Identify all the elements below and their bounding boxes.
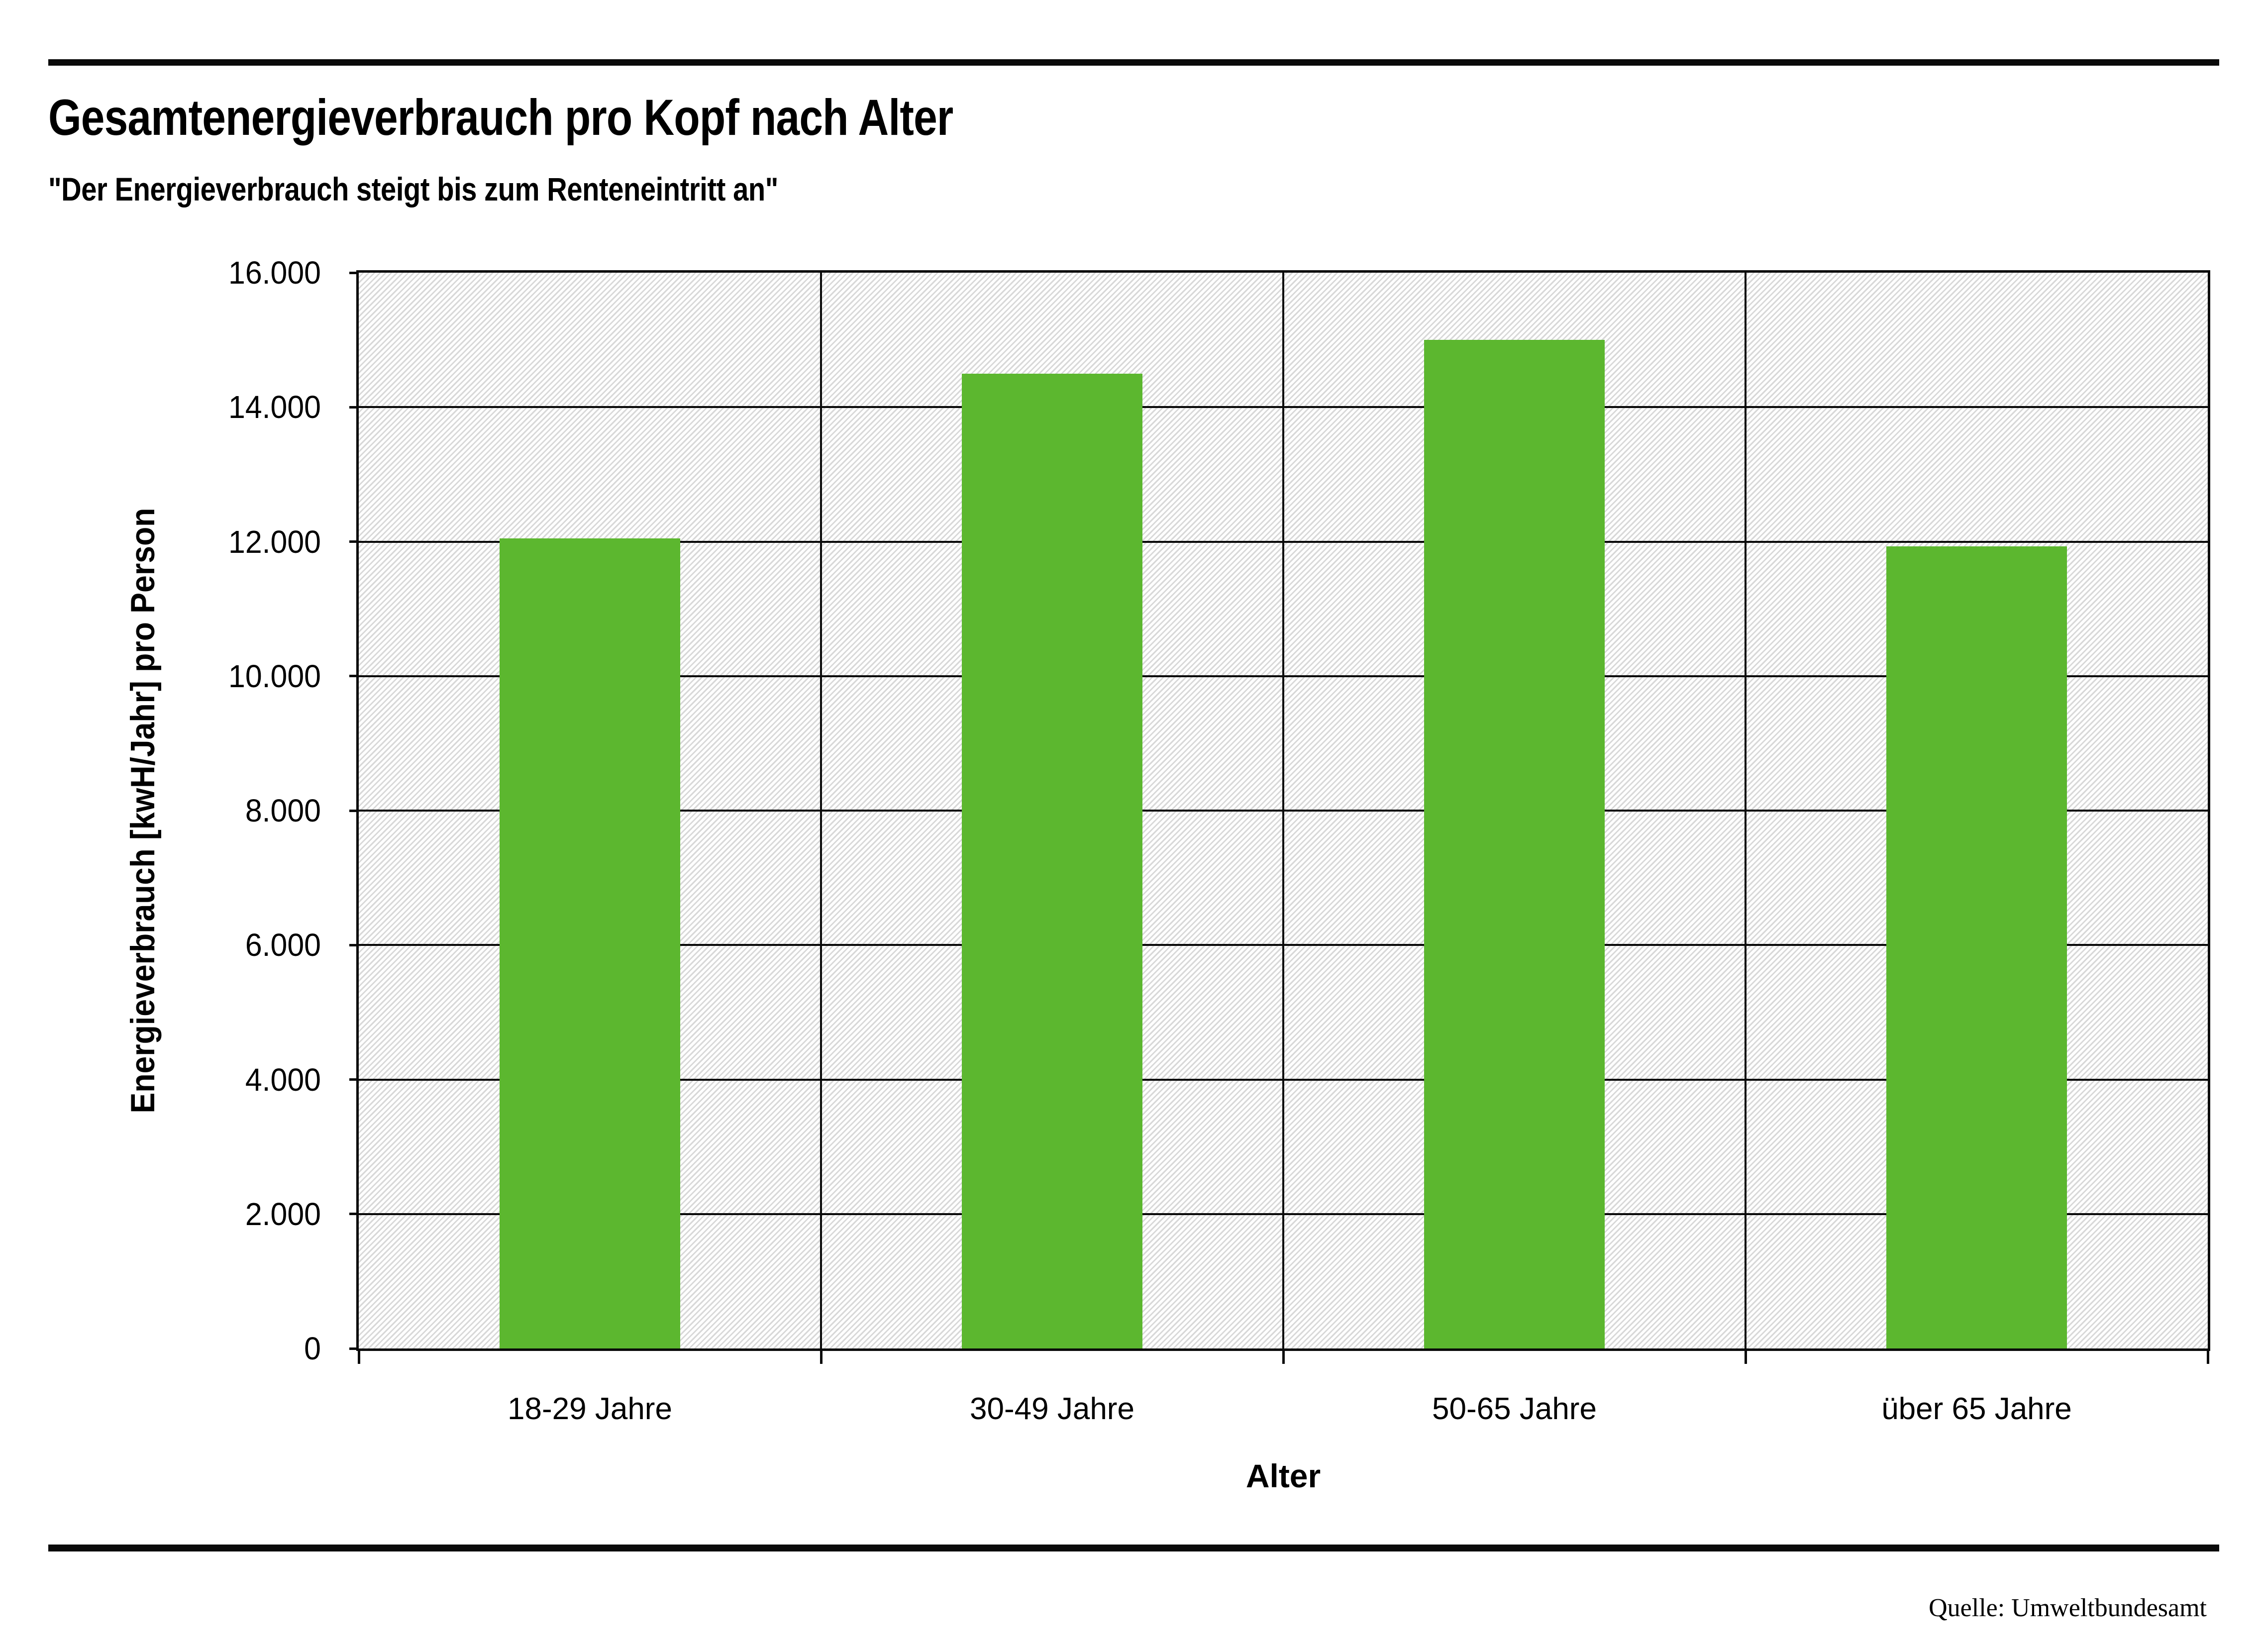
x-axis-tick (1744, 1351, 1747, 1364)
y-axis-tick (349, 943, 356, 946)
x-tick-label: über 65 Jahre (1881, 1392, 2072, 1426)
page-subtitle: "Der Energieverbrauch steigt bis zum Ren… (48, 171, 778, 207)
y-axis-tick (349, 406, 356, 409)
top-divider-rule (48, 59, 2219, 66)
bar (1424, 340, 1605, 1348)
source-attribution: Quelle: Umweltbundesamt (1929, 1594, 2207, 1622)
y-axis-tick (349, 271, 356, 274)
gridline-vertical (1282, 273, 1284, 1348)
plot-area (356, 270, 2210, 1351)
bar (962, 374, 1142, 1348)
bar (1886, 546, 2067, 1348)
y-axis-tick (349, 1347, 356, 1350)
y-tick-label: 16.000 (228, 255, 321, 291)
x-axis-tick (357, 1351, 360, 1364)
y-tick-label: 10.000 (228, 658, 321, 694)
y-tick-label: 2.000 (245, 1196, 321, 1232)
y-tick-label: 8.000 (245, 793, 321, 828)
y-tick-label: 12.000 (228, 523, 321, 560)
page-title: Gesamtenergieverbrauch pro Kopf nach Alt… (48, 89, 953, 146)
y-axis-tick (349, 1213, 356, 1216)
bar (500, 538, 680, 1348)
x-tick-label: 30-49 Jahre (970, 1392, 1134, 1426)
x-axis-tick-labels: 18-29 Jahre 30-49 Jahre 50-65 Jahre über 65… (359, 1391, 2208, 1431)
x-axis-tick (820, 1351, 822, 1364)
y-axis-tick (349, 1078, 356, 1081)
x-axis-tick (1282, 1351, 1285, 1364)
y-axis-tick (349, 675, 356, 678)
gridline-vertical (820, 273, 822, 1348)
y-tick-label: 4.000 (245, 1061, 321, 1098)
y-tick-label: 0 (304, 1331, 321, 1366)
y-axis-tick (349, 540, 356, 543)
y-tick-label: 14.000 (228, 389, 321, 425)
x-tick-label: 18-29 Jahre (508, 1392, 672, 1426)
y-tick-label: 6.000 (245, 927, 321, 963)
x-axis-title: Alter (1245, 1457, 1321, 1494)
x-tick-label: 50-65 Jahre (1432, 1392, 1597, 1426)
gridline-vertical (1745, 273, 1747, 1348)
bottom-divider-rule (48, 1545, 2219, 1551)
x-axis-tick (2206, 1351, 2209, 1364)
y-axis-tick (349, 809, 356, 812)
